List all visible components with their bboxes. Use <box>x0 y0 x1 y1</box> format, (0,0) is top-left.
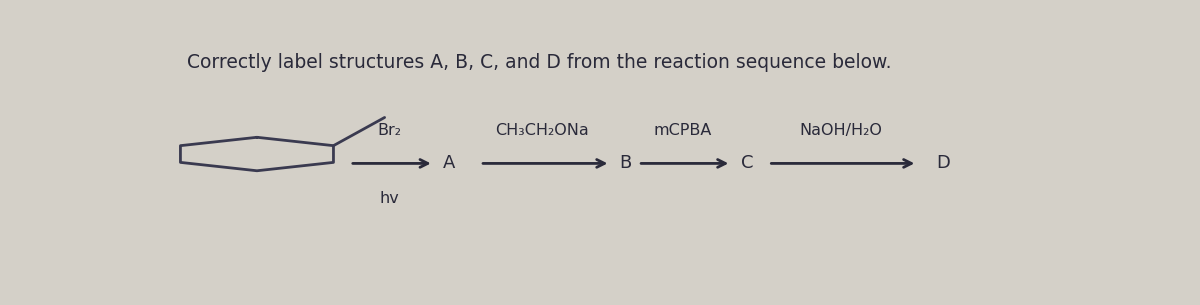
Text: NaOH/H₂O: NaOH/H₂O <box>799 123 882 138</box>
Text: Br₂: Br₂ <box>377 123 401 138</box>
Text: Correctly label structures A, B, C, and D from the reaction sequence below.: Correctly label structures A, B, C, and … <box>187 53 892 72</box>
Text: C: C <box>740 154 754 172</box>
Text: B: B <box>619 154 632 172</box>
Text: D: D <box>936 154 949 172</box>
Text: hv: hv <box>379 191 398 206</box>
Text: A: A <box>443 154 455 172</box>
Text: mCPBA: mCPBA <box>654 123 712 138</box>
Text: CH₃CH₂ONa: CH₃CH₂ONa <box>496 123 589 138</box>
